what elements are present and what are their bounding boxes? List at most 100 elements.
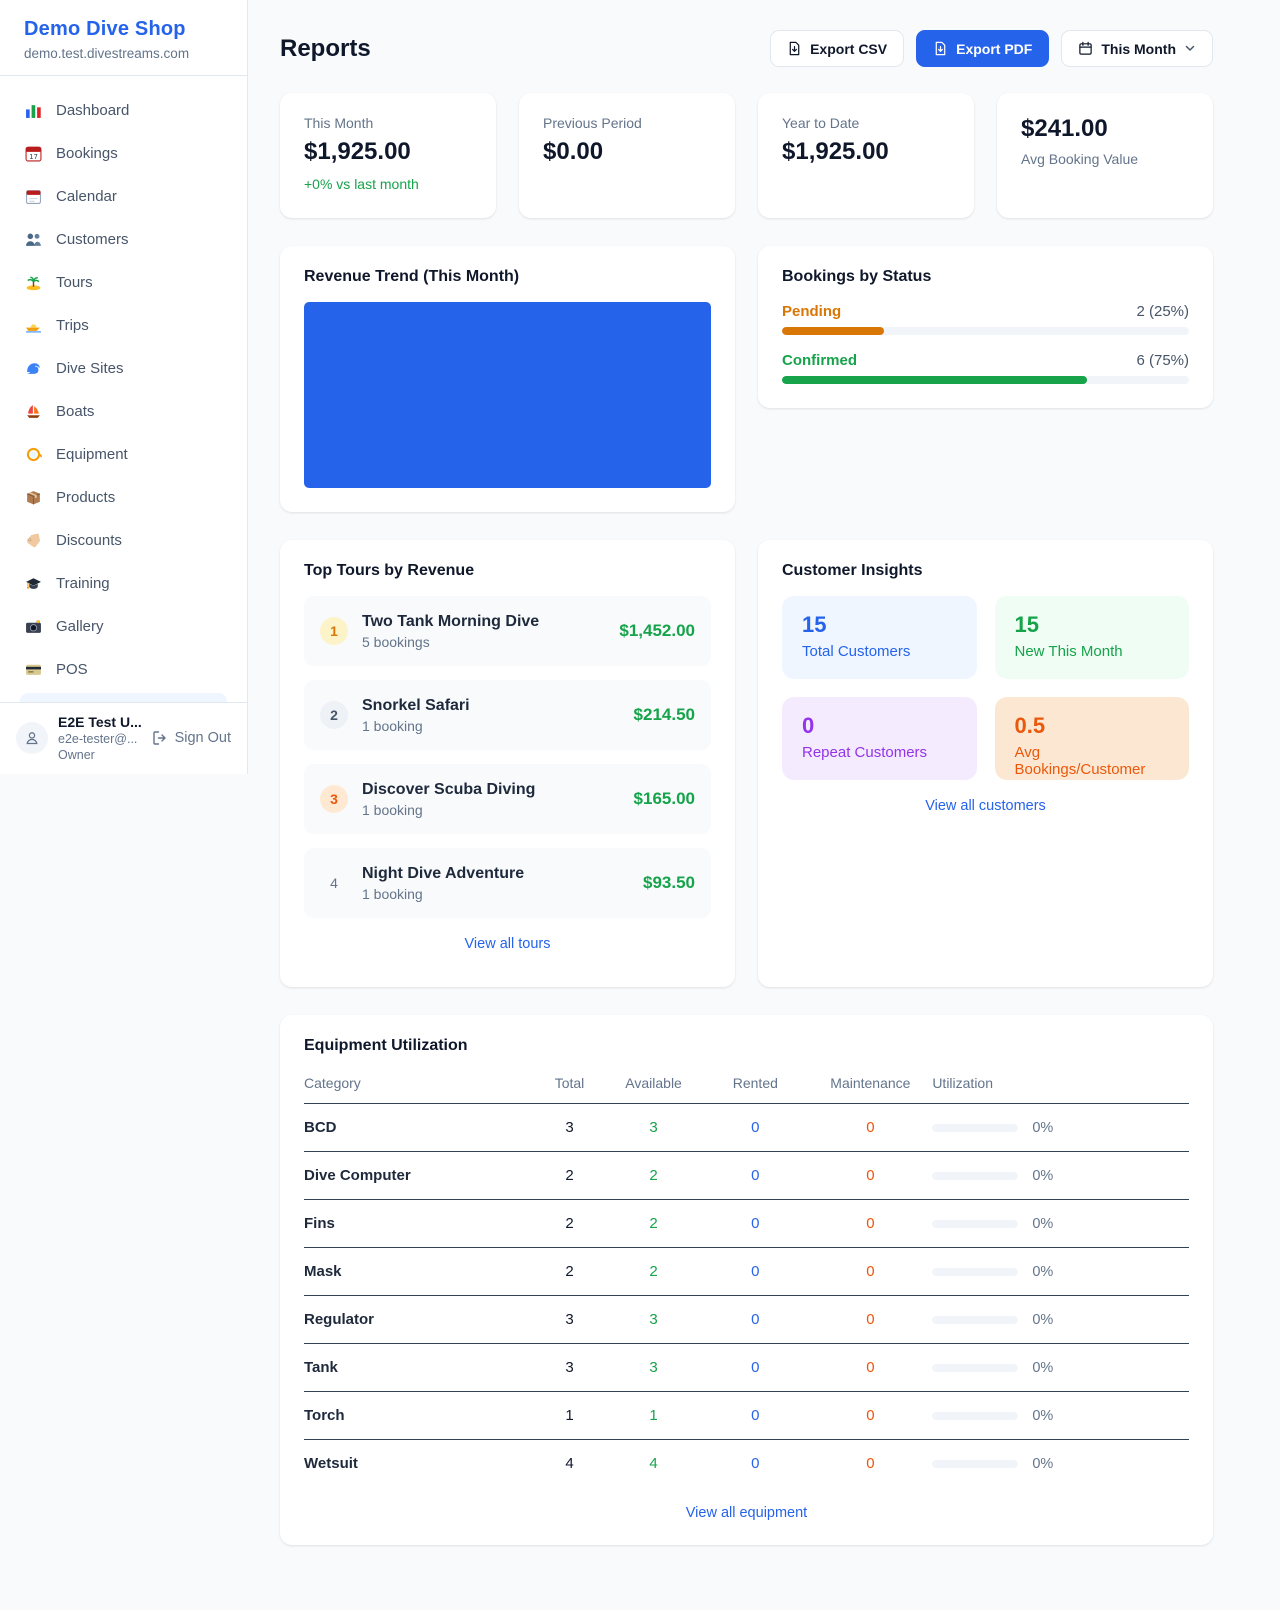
sidebar-item-label: Training xyxy=(56,575,110,592)
export-csv-button[interactable]: Export CSV xyxy=(770,30,905,67)
utilization-track xyxy=(932,1123,1019,1132)
sidebar-item-label: Dashboard xyxy=(56,102,130,119)
rented-cell: 0 xyxy=(751,1119,760,1136)
shop-name: Demo Dive Shop xyxy=(24,18,186,40)
sidebar-item-products[interactable]: Products xyxy=(0,476,247,519)
rank-badge: 1 xyxy=(320,617,348,645)
sidebar-item-training[interactable]: Training xyxy=(0,562,247,605)
nav-active-item-partial[interactable] xyxy=(20,693,227,702)
utilization-percent: 0% xyxy=(1032,1407,1054,1424)
sidebar-item-dive-sites[interactable]: Dive Sites xyxy=(0,347,247,390)
stat-label: This Month xyxy=(304,115,374,131)
sidebar-item-trips[interactable]: Trips xyxy=(0,304,247,347)
header-actions: Export CSV Export PDF This Month xyxy=(770,30,1213,67)
stats-row: This Month $1,925.00 +0% vs last month P… xyxy=(280,93,1213,218)
tour-name: Snorkel Safari xyxy=(362,696,470,714)
svg-text:17: 17 xyxy=(29,153,38,161)
export-pdf-button[interactable]: Export PDF xyxy=(916,30,1050,67)
available-cell: 4 xyxy=(649,1455,658,1472)
sign-out-button[interactable]: Sign Out xyxy=(152,730,231,746)
utilization-cell: 0% xyxy=(932,1344,1189,1392)
sidebar-item-bookings[interactable]: 17 Bookings xyxy=(0,132,247,175)
total-cell: 2 xyxy=(565,1263,574,1280)
sidebar-item-customers[interactable]: Customers xyxy=(0,218,247,261)
sidebar-item-label: Bookings xyxy=(56,145,118,162)
diving-mask-icon xyxy=(24,446,42,464)
status-row-pending: Pending 2 (25%) xyxy=(782,303,1189,335)
rented-cell: 0 xyxy=(751,1215,760,1232)
view-all-equipment-link[interactable]: View all equipment xyxy=(685,1505,808,1521)
revenue-trend-chart xyxy=(304,302,711,488)
sidebar-item-dashboard[interactable]: Dashboard xyxy=(0,89,247,132)
available-cell: 3 xyxy=(649,1311,658,1328)
sidebar-item-discounts[interactable]: Discounts xyxy=(0,519,247,562)
sidebar-item-equipment[interactable]: Equipment xyxy=(0,433,247,476)
status-label: Pending xyxy=(782,303,842,320)
rank-badge: 2 xyxy=(320,701,348,729)
main-content: Reports Export CSV Export PDF This Month… xyxy=(248,0,1280,1545)
sidebar-divider xyxy=(0,75,247,76)
tile-label: Repeat Customers xyxy=(802,744,928,761)
stat-label: Avg Booking Value xyxy=(1021,151,1139,167)
sign-out-label: Sign Out xyxy=(174,730,231,746)
utilization-cell: 0% xyxy=(932,1392,1189,1440)
sidebar-item-gallery[interactable]: Gallery xyxy=(0,605,247,648)
status-label: Confirmed xyxy=(782,352,857,369)
maintenance-cell: 0 xyxy=(866,1119,875,1136)
available-cell: 2 xyxy=(649,1263,658,1280)
stat-card-previous-period: Previous Period $0.00 xyxy=(519,93,735,218)
utilization-cell: 0% xyxy=(932,1152,1189,1200)
table-row: Torch 1 1 0 0 0% xyxy=(304,1392,1189,1440)
utilization-track xyxy=(932,1363,1019,1372)
tile-value: 15 xyxy=(1014,612,1039,637)
sidebar-item-calendar[interactable]: Calendar xyxy=(0,175,247,218)
sidebar-item-tours[interactable]: Tours xyxy=(0,261,247,304)
tile-value: 15 xyxy=(802,612,827,637)
tile-label: New This Month xyxy=(1014,643,1123,660)
wave-icon xyxy=(24,360,42,378)
file-download-icon xyxy=(935,41,946,56)
bookings-by-status-title: Bookings by Status xyxy=(782,268,932,285)
column-header: Category xyxy=(304,1075,361,1091)
progress-fill xyxy=(782,327,884,335)
utilization-cell: 0% xyxy=(932,1296,1189,1344)
top-tours-title: Top Tours by Revenue xyxy=(304,562,475,579)
stat-label: Previous Period xyxy=(543,115,642,131)
view-all-tours-link[interactable]: View all tours xyxy=(464,936,551,952)
available-cell: 1 xyxy=(649,1407,658,1424)
equipment-utilization-card: Equipment Utilization Category Total Ava… xyxy=(280,1015,1213,1545)
table-row: Fins 2 2 0 0 0% xyxy=(304,1200,1189,1248)
view-all-customers-link[interactable]: View all customers xyxy=(925,798,1046,814)
sailboat-icon xyxy=(24,403,42,421)
sidebar-item-label: Tours xyxy=(56,274,93,291)
utilization-percent: 0% xyxy=(1032,1311,1054,1328)
utilization-track xyxy=(932,1267,1019,1276)
user-meta: E2E Test U... e2e-tester@... Owner xyxy=(58,714,142,762)
rented-cell: 0 xyxy=(751,1263,760,1280)
period-dropdown[interactable]: This Month xyxy=(1061,30,1213,67)
column-header: Available xyxy=(625,1075,682,1091)
camera-icon xyxy=(24,618,42,636)
utilization-track xyxy=(932,1411,1019,1420)
stat-card-avg-booking-value: $241.00 Avg Booking Value xyxy=(997,93,1213,218)
revenue-trend-card: Revenue Trend (This Month) xyxy=(280,246,735,512)
chevron-down-icon xyxy=(1184,41,1196,57)
file-download-icon xyxy=(789,41,800,56)
sidebar-item-label: Customers xyxy=(56,231,129,248)
available-cell: 3 xyxy=(649,1119,658,1136)
tour-revenue: $93.50 xyxy=(643,873,695,892)
utilization-track xyxy=(932,1315,1019,1324)
category-cell: Regulator xyxy=(304,1311,375,1328)
credit-card-icon xyxy=(24,661,42,679)
status-count: 6 (75%) xyxy=(1136,352,1189,369)
category-cell: Wetsuit xyxy=(304,1455,358,1472)
calendar-icon xyxy=(1079,41,1093,55)
category-cell: Dive Computer xyxy=(304,1167,411,1184)
people-icon xyxy=(24,231,42,249)
sidebar-item-boats[interactable]: Boats xyxy=(0,390,247,433)
utilization-percent: 0% xyxy=(1032,1455,1054,1472)
sidebar-item-pos[interactable]: POS xyxy=(0,648,247,691)
rented-cell: 0 xyxy=(751,1407,760,1424)
tour-row: 2 Snorkel Safari 1 booking $214.50 xyxy=(304,680,711,750)
person-icon xyxy=(26,732,38,745)
